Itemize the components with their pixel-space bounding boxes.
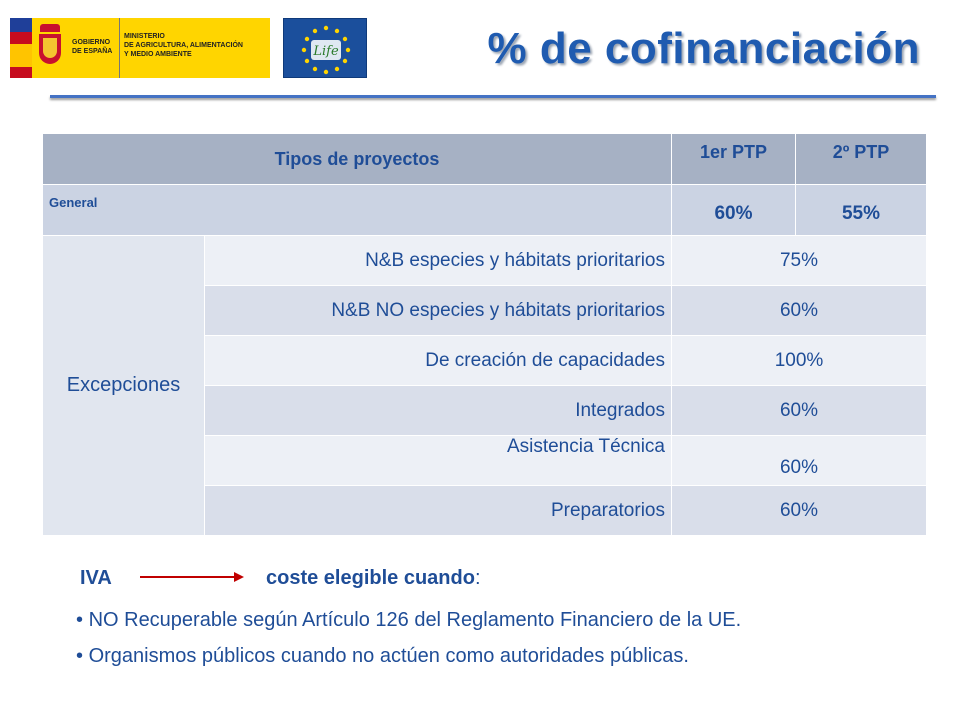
iva-condition-colon: : [474,567,481,589]
table-row: De creación de capacidades 100% [43,335,927,386]
iva-label: IVA [80,567,112,589]
page-title: % de cofinanciación [487,24,920,73]
coat-of-arms-icon [32,18,68,78]
cofinancing-table: Tipos de proyectos 1er PTP 2º PTP Genera… [42,133,927,536]
table-header-row: Tipos de proyectos 1er PTP 2º PTP [42,133,927,185]
header-project-types: Tipos de proyectos [42,133,672,185]
government-logo: GOBIERNO DE ESPAÑA MINISTERIO DE AGRICUL… [10,18,270,78]
iva-condition-text: coste elegible cuando [266,567,475,589]
exception-name: De creación de capacidades [204,335,672,386]
general-label: General [42,184,672,236]
header-ptp2: 2º PTP [795,133,927,185]
table-row: Asistencia Técnica 60% [43,435,927,486]
exception-value: 60% [671,285,927,336]
exception-value: 60% [671,435,927,486]
list-item: NO Recuperable según Artículo 126 del Re… [76,602,742,638]
table-row: N&B NO especies y hábitats prioritarios … [43,285,927,336]
exception-value: 75% [671,235,927,286]
svg-text:Life: Life [312,44,339,59]
list-item: Organismos públicos cuando no actúen com… [76,638,741,674]
iva-condition: coste elegible cuando: [266,567,481,590]
title-divider [50,95,936,98]
table-row: Preparatorios 60% [43,485,927,536]
ministry-logo-text: MINISTERIO DE AGRICULTURA, ALIMENTACIÓN … [120,18,270,78]
header-ptp1: 1er PTP [671,133,796,185]
arrow-right-icon [140,572,244,582]
exception-name: N&B especies y hábitats prioritarios [204,235,672,286]
exception-value: 60% [671,485,927,536]
iva-bullet-list: NO Recuperable según Artículo 126 del Re… [76,602,742,674]
spain-flag-icon [10,18,32,78]
general-ptp2: 55% [795,184,927,236]
gov-logo-text: GOBIERNO DE ESPAÑA [68,18,120,78]
exception-name: Integrados [204,385,672,436]
eu-stars-icon: Life [301,25,351,75]
table-row: Excepciones N&B especies y hábitats prio… [42,235,927,536]
general-ptp1: 60% [671,184,796,236]
exception-name: Preparatorios [204,485,672,536]
exceptions-label: Excepciones [42,235,205,536]
exception-name: Asistencia Técnica [204,435,672,486]
exception-value: 60% [671,385,927,436]
table-row-general: General 60% 55% [42,184,927,236]
life-logo: Life [283,18,367,78]
exception-value: 100% [671,335,927,386]
exception-name: N&B NO especies y hábitats prioritarios [204,285,672,336]
